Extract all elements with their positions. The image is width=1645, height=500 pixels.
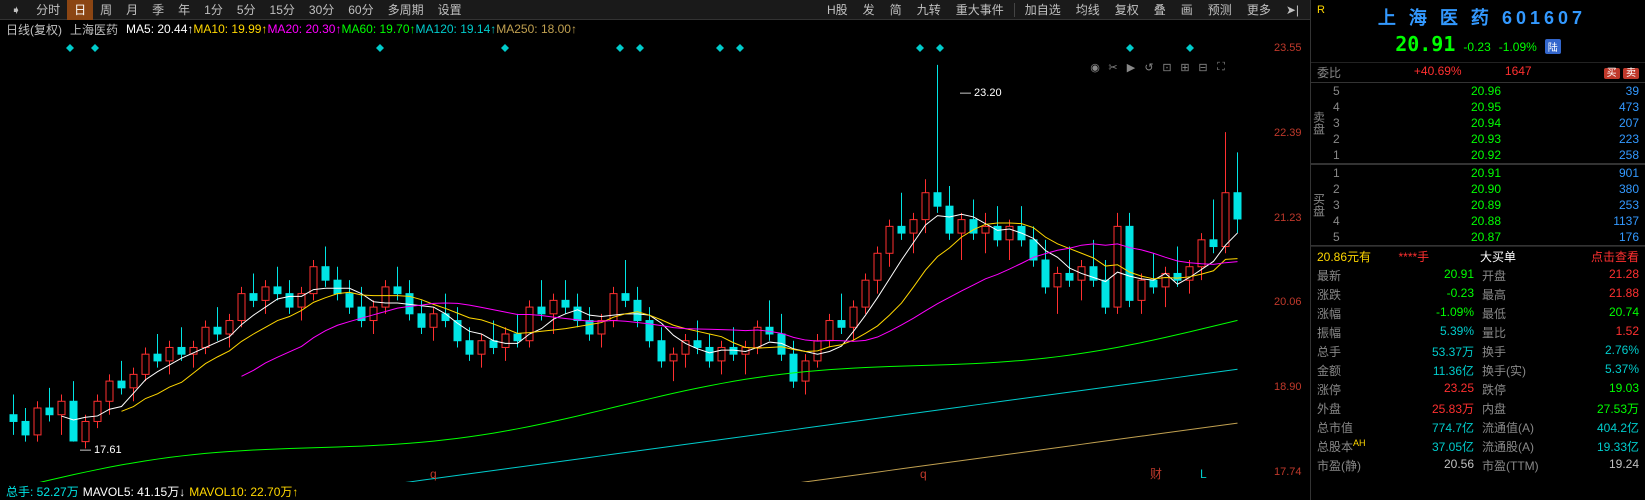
toolbar-复权[interactable]: 复权 <box>1108 0 1146 21</box>
chart-tool-icon[interactable]: ⊟ <box>1196 60 1210 74</box>
toolbar-均线[interactable]: 均线 <box>1069 0 1107 21</box>
timeframe-toolbar: ➧ 分时日周月季年1分5分15分30分60分多周期设置 H股发简九转重大事件加自… <box>0 0 1310 20</box>
chart-tool-icons: ◉ ✂ ▶ ↺ ⊡ ⊞ ⊟ ⛶ <box>1086 58 1230 76</box>
arrow-left-icon[interactable]: ➧ <box>4 0 28 20</box>
timeframe-分时[interactable]: 分时 <box>29 0 67 20</box>
toolbar-画[interactable]: 画 <box>1174 0 1200 21</box>
stat-row: 振幅5.39%量比1.52 <box>1311 323 1645 342</box>
orderbook-row[interactable]: 520.87176 <box>1327 229 1645 245</box>
volume-info-bar: 总手: 52.27万MAVOL5: 41.15万↓MAVOL10: 22.70万… <box>0 482 1310 500</box>
stat-row: 涨幅-1.09%最低20.74 <box>1311 304 1645 323</box>
toolbar-简[interactable]: 简 <box>883 0 909 21</box>
stat-row: 涨停23.25跌停19.03 <box>1311 380 1645 399</box>
timeframe-多周期[interactable]: 多周期 <box>381 0 431 20</box>
last-price: 20.91 <box>1395 32 1455 56</box>
weibi-row: 委比 +40.69% 1647 买 卖 <box>1311 62 1645 82</box>
orderbook-row[interactable]: 120.92258 <box>1327 147 1645 163</box>
toolbar-发[interactable]: 发 <box>856 0 882 21</box>
orderbook-row[interactable]: 220.93223 <box>1327 131 1645 147</box>
ma-label: MA5: 20.44↑ <box>126 22 193 36</box>
chart-tool-icon[interactable]: ⛶ <box>1214 60 1228 74</box>
big-order-msg[interactable]: 20.86元有 ****手 大买单 点击查看 <box>1311 246 1645 266</box>
stat-row: 外盘25.83万内盘27.53万 <box>1311 399 1645 418</box>
toolbar-预测[interactable]: 预测 <box>1201 0 1239 21</box>
orderbook-row[interactable]: 220.90380 <box>1327 181 1645 197</box>
chart-tool-icon[interactable]: ⊡ <box>1160 60 1174 74</box>
orderbook-row[interactable]: 320.89253 <box>1327 197 1645 213</box>
orderbook-row[interactable]: 420.95473 <box>1327 99 1645 115</box>
timeframe-周[interactable]: 周 <box>93 0 119 20</box>
stock-title: 上 海 医 药 601607 <box>1378 8 1586 28</box>
toolbar-重大事件[interactable]: 重大事件 <box>949 0 1011 21</box>
timeframe-季[interactable]: 季 <box>145 0 171 20</box>
timeframe-设置[interactable]: 设置 <box>431 0 469 20</box>
ma-label: MA10: 19.99↑ <box>193 22 267 36</box>
chart-tool-icon[interactable]: ◉ <box>1088 60 1102 74</box>
toolbar-H股[interactable]: H股 <box>820 0 855 21</box>
vol-stat: MAVOL10: 22.70万↑ <box>189 483 298 500</box>
toolbar-九转[interactable]: 九转 <box>910 0 948 21</box>
timeframe-5分[interactable]: 5分 <box>230 0 263 20</box>
bid-side-label: 买盘 <box>1311 165 1327 245</box>
ma-label: MA250: 18.00↑ <box>496 22 577 36</box>
timeframe-日[interactable]: 日 <box>67 0 93 20</box>
buy-button[interactable]: 买 <box>1604 68 1620 79</box>
chart-tool-icon[interactable]: ▶ <box>1124 60 1138 74</box>
stat-row: 金额11.36亿换手(实)5.37% <box>1311 361 1645 380</box>
vol-stat: MAVOL5: 41.15万↓ <box>83 483 186 500</box>
stat-row: 最新20.91开盘21.28 <box>1311 266 1645 285</box>
svg-text:— 23.20: — 23.20 <box>960 87 1002 99</box>
svg-text:L: L <box>1200 467 1207 481</box>
stat-row: 总市值774.7亿流通值(A)404.2亿 <box>1311 418 1645 437</box>
ma-label: MA120: 19.14↑ <box>416 22 497 36</box>
r-badge: R <box>1317 4 1325 16</box>
ytick-label: 17.74 <box>1274 466 1308 478</box>
vol-stat: 总手: 52.27万 <box>6 483 79 500</box>
timeframe-月[interactable]: 月 <box>119 0 145 20</box>
chart-type-label: 日线(复权) <box>6 21 62 38</box>
toolbar-加自选[interactable]: 加自选 <box>1018 0 1068 21</box>
ytick-label: 21.23 <box>1274 212 1308 224</box>
quote-panel: R 上 海 医 药 601607 20.91 -0.23 -1.09% 陆 委比… <box>1310 0 1645 500</box>
svg-text:— 17.61: — 17.61 <box>80 444 122 456</box>
stat-row: 涨跌-0.23最高21.88 <box>1311 285 1645 304</box>
ytick-label: 23.55 <box>1274 42 1308 54</box>
ytick-label: 20.06 <box>1274 296 1308 308</box>
sell-button[interactable]: 卖 <box>1623 68 1639 79</box>
timeframe-15分[interactable]: 15分 <box>263 0 302 20</box>
toolbar-叠[interactable]: 叠 <box>1147 0 1173 21</box>
ytick-label: 18.90 <box>1274 381 1308 393</box>
stat-row: 市盈(静)20.56市盈(TTM)19.24 <box>1311 456 1645 475</box>
orderbook-row[interactable]: 320.94207 <box>1327 115 1645 131</box>
chart-tool-icon[interactable]: ✂ <box>1106 60 1120 74</box>
ask-side-label: 卖盘 <box>1311 83 1327 163</box>
orderbook-row[interactable]: 520.9639 <box>1327 83 1645 99</box>
chart-tool-icon[interactable]: ↺ <box>1142 60 1156 74</box>
timeframe-年[interactable]: 年 <box>171 0 197 20</box>
price-axis: 23.55 22.39 21.23 20.06 18.90 17.74 <box>1272 38 1310 482</box>
svg-text:财: 财 <box>1150 467 1162 481</box>
chart-tool-icon[interactable]: ⊞ <box>1178 60 1192 74</box>
price-change: -0.23 <box>1463 40 1490 54</box>
ytick-label: 22.39 <box>1274 127 1308 139</box>
toolbar-更多[interactable]: 更多 <box>1240 0 1278 21</box>
stat-row: 总股本AH37.05亿流通股(A)19.33亿 <box>1311 437 1645 456</box>
ma-info-bar: 日线(复权) 上海医药 MA5: 20.44↑MA10: 19.99↑MA20:… <box>0 20 1310 38</box>
stat-row: 总手53.37万换手2.76% <box>1311 342 1645 361</box>
ma-label: MA20: 20.30↑ <box>267 22 341 36</box>
market-badge: 陆 <box>1545 39 1561 54</box>
ma-label: MA60: 19.70↑ <box>341 22 415 36</box>
orderbook-row[interactable]: 120.91901 <box>1327 165 1645 181</box>
svg-text:q: q <box>430 467 437 481</box>
timeframe-60分[interactable]: 60分 <box>341 0 380 20</box>
orderbook-row[interactable]: 420.881137 <box>1327 213 1645 229</box>
price-change-pct: -1.09% <box>1499 40 1537 54</box>
arrow-right-icon[interactable]: ➤| <box>1279 0 1306 20</box>
stock-name-label: 上海医药 <box>70 21 118 38</box>
candlestick-chart[interactable]: — 17.61 — 23.20 q q 财 L ◉ ✂ ▶ ↺ ⊡ ⊞ ⊟ ⛶ <box>0 38 1272 482</box>
timeframe-30分[interactable]: 30分 <box>302 0 341 20</box>
timeframe-1分[interactable]: 1分 <box>197 0 230 20</box>
svg-text:q: q <box>920 467 927 481</box>
